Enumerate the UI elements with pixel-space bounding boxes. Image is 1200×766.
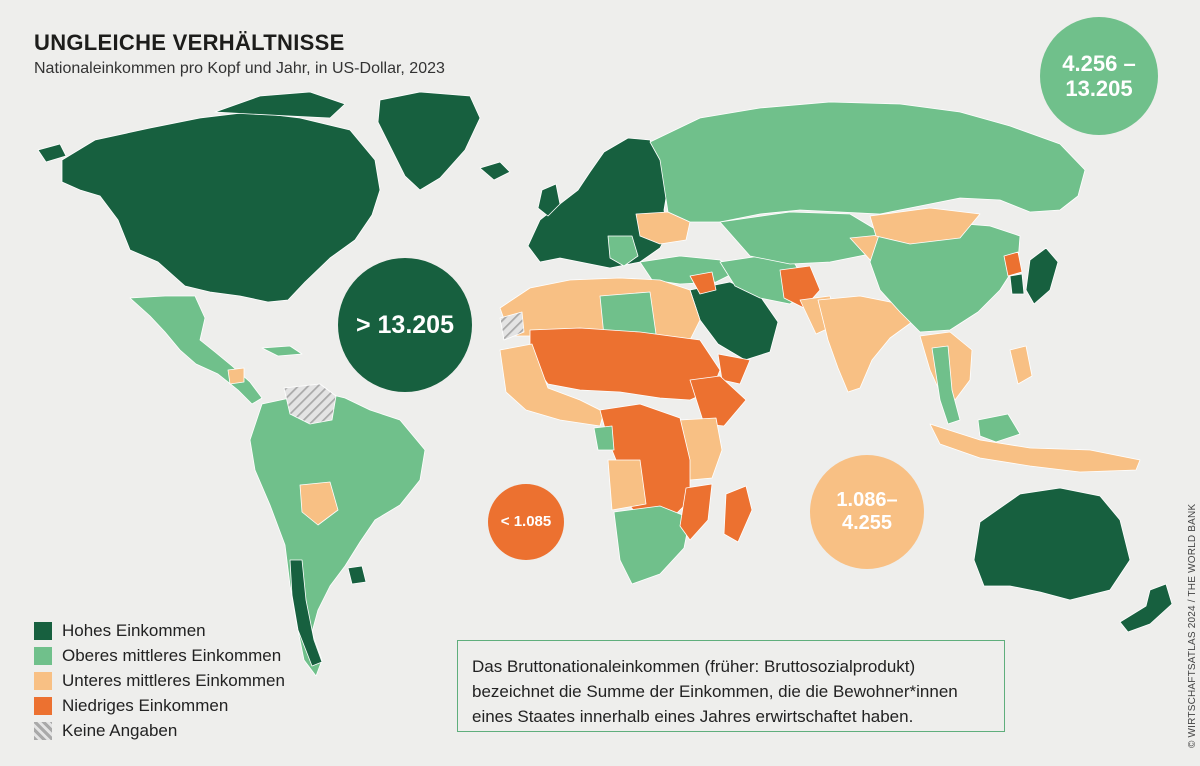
region-south-korea bbox=[1009, 273, 1025, 295]
region-russia bbox=[649, 101, 1086, 223]
legend-label: Hohes Einkommen bbox=[62, 620, 206, 640]
region-canadian-arctic bbox=[214, 91, 346, 119]
bubble-high-income: > 13.205 bbox=[338, 258, 472, 392]
region-bolivia bbox=[299, 481, 339, 526]
region-chile-uruguay-high bbox=[289, 559, 323, 667]
region-mongolia bbox=[869, 207, 981, 245]
region-mozambique bbox=[679, 483, 713, 541]
swatch-upper-middle-income bbox=[34, 646, 52, 665]
swatch-low-income bbox=[34, 696, 52, 715]
region-sahel-low bbox=[529, 327, 721, 401]
swatch-high-income bbox=[34, 621, 52, 640]
region-thailand-malaysia bbox=[931, 345, 961, 425]
region-venezuela-nodata bbox=[283, 383, 337, 425]
region-angola bbox=[607, 459, 647, 511]
region-caribbean bbox=[261, 345, 303, 357]
bubble-lower-middle-income: 1.086– 4.255 bbox=[810, 455, 924, 569]
bubble-low-income: < 1.085 bbox=[488, 484, 564, 560]
region-southern-africa bbox=[613, 505, 691, 585]
region-philippines bbox=[1009, 345, 1033, 385]
region-alaska-island bbox=[37, 143, 67, 163]
legend: Hohes Einkommen Oberes mittleres Einkomm… bbox=[34, 618, 285, 743]
legend-item-low: Niedriges Einkommen bbox=[34, 693, 285, 718]
region-borneo-malaysia bbox=[977, 413, 1021, 443]
region-mexico bbox=[129, 295, 263, 405]
region-western-sahara-nodata bbox=[499, 311, 525, 341]
region-balkans-upper-middle bbox=[607, 235, 639, 267]
legend-label: Keine Angaben bbox=[62, 720, 178, 740]
source-credit: © WIRTSCHAFTSATLAS 2024 / THE WORLD BANK bbox=[1187, 503, 1198, 748]
swatch-lower-middle-income bbox=[34, 671, 52, 690]
region-india bbox=[817, 295, 913, 393]
swatch-no-data bbox=[34, 721, 52, 740]
legend-label: Oberes mittleres Einkommen bbox=[62, 645, 282, 665]
region-new-zealand bbox=[1119, 583, 1173, 633]
region-libya bbox=[599, 291, 657, 337]
region-japan bbox=[1025, 247, 1059, 305]
region-gabon bbox=[593, 425, 615, 451]
legend-item-upper-middle: Oberes mittleres Einkommen bbox=[34, 643, 285, 668]
legend-label: Unteres mittleres Einkommen bbox=[62, 670, 285, 690]
region-syria bbox=[689, 271, 717, 295]
region-china bbox=[869, 221, 1021, 333]
region-uk-ireland bbox=[537, 183, 561, 217]
page-title: UNGLEICHE VERHÄLTNISSE bbox=[34, 30, 345, 55]
region-indonesia bbox=[929, 423, 1141, 473]
bubble-upper-middle-income: 4.256 – 13.205 bbox=[1040, 17, 1158, 135]
region-north-korea bbox=[1003, 251, 1023, 277]
region-iceland bbox=[479, 161, 511, 181]
legend-item-high: Hohes Einkommen bbox=[34, 618, 285, 643]
region-australia bbox=[973, 487, 1131, 601]
region-greenland bbox=[377, 91, 481, 191]
region-yemen bbox=[717, 353, 751, 385]
legend-item-no-data: Keine Angaben bbox=[34, 718, 285, 743]
region-north-america bbox=[61, 111, 381, 303]
region-haiti bbox=[227, 367, 245, 385]
legend-item-lower-middle: Unteres mittleres Einkommen bbox=[34, 668, 285, 693]
region-horn-africa bbox=[689, 375, 747, 427]
legend-label: Niedriges Einkommen bbox=[62, 695, 229, 715]
region-uruguay bbox=[347, 565, 367, 585]
region-madagascar bbox=[723, 485, 753, 543]
page-subtitle: Nationaleinkommen pro Kopf und Jahr, in … bbox=[34, 60, 445, 77]
info-note: Das Bruttonationaleinkommen (früher: Bru… bbox=[457, 640, 1005, 732]
